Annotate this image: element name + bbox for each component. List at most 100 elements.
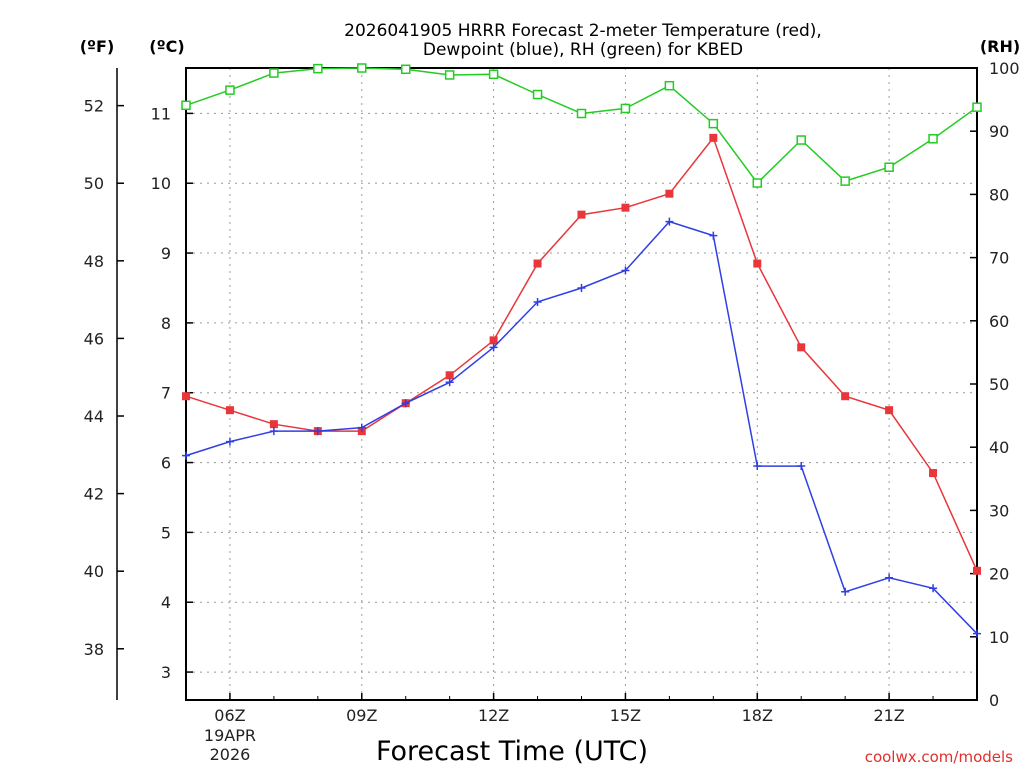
dewpoint-line xyxy=(185,220,978,635)
temperature-point xyxy=(753,259,762,268)
series-layer xyxy=(181,63,982,638)
temperature-point xyxy=(577,210,586,219)
rh-tick-label: 10 xyxy=(989,628,1009,647)
fahrenheit-tick-label: 46 xyxy=(84,329,104,348)
temperature-point xyxy=(269,420,278,429)
temperature-point xyxy=(885,406,894,415)
dewpoint-point xyxy=(709,231,718,240)
fahrenheit-tick-label: 52 xyxy=(84,97,104,116)
x-tick-label: 21Z xyxy=(873,706,904,725)
temperature-point xyxy=(533,259,542,268)
dewpoint-point xyxy=(885,573,894,582)
fahrenheit-unit-label: (ºF) xyxy=(80,37,115,56)
temperature-point xyxy=(797,343,806,352)
rh-point xyxy=(840,176,850,186)
fahrenheit-tick-label: 42 xyxy=(84,485,104,504)
fahrenheit-tick-label: 48 xyxy=(84,252,104,271)
rh-line xyxy=(185,67,978,185)
temperature-point xyxy=(709,133,718,142)
rh-series xyxy=(181,63,982,188)
rh-point xyxy=(269,68,279,78)
rh-tick-label: 30 xyxy=(989,501,1009,520)
dewpoint-point xyxy=(577,283,586,292)
temperature-point xyxy=(225,406,234,415)
celsius-tick-label: 11 xyxy=(151,104,171,123)
x-date-label: 2026 xyxy=(210,745,251,764)
x-tick-label: 15Z xyxy=(610,706,641,725)
rh-point xyxy=(357,63,367,73)
fahrenheit-tick-label: 44 xyxy=(84,407,104,426)
x-axis-label: Forecast Time (UTC) xyxy=(376,736,648,767)
rh-tick-label: 60 xyxy=(989,312,1009,331)
x-tick-label: 12Z xyxy=(478,706,509,725)
temperature-point xyxy=(841,392,850,401)
temperature-point xyxy=(489,336,498,345)
x-tick-label: 09Z xyxy=(346,706,377,725)
temperature-point xyxy=(445,371,454,380)
dewpoint-point xyxy=(489,343,498,352)
fahrenheit-tick-label: 50 xyxy=(84,174,104,193)
dewpoint-point xyxy=(225,437,234,446)
temperature-point xyxy=(973,566,981,575)
celsius-tick-label: 7 xyxy=(161,384,171,403)
x-date-label: 19APR xyxy=(204,726,256,745)
rh-point xyxy=(488,69,499,80)
rh-point xyxy=(796,135,806,145)
dewpoint-point xyxy=(841,587,850,596)
plot-frame xyxy=(185,67,978,701)
rh-point xyxy=(225,85,235,95)
gridlines xyxy=(186,68,977,700)
dewpoint-point xyxy=(313,427,322,436)
celsius-tick-label: 3 xyxy=(161,663,171,682)
temperature-point xyxy=(929,469,938,478)
rh-point xyxy=(181,100,191,111)
rh-point xyxy=(928,134,938,144)
rh-tick-label: 100 xyxy=(989,59,1020,78)
rh-tick-label: 50 xyxy=(989,375,1009,394)
rh-tick-label: 70 xyxy=(989,249,1009,268)
dewpoint-point xyxy=(973,629,981,638)
fahrenheit-tick-label: 40 xyxy=(84,562,104,581)
celsius-tick-label: 4 xyxy=(161,593,171,612)
rh-point xyxy=(576,108,587,119)
dewpoint-point xyxy=(357,423,366,432)
rh-point xyxy=(400,64,411,75)
rh-tick-label: 80 xyxy=(989,185,1009,204)
temperature-point xyxy=(182,392,190,401)
celsius-tick-label: 6 xyxy=(161,454,171,473)
rh-tick-label: 20 xyxy=(989,565,1009,584)
fahrenheit-tick-label: 38 xyxy=(84,640,104,659)
dewpoint-point xyxy=(929,584,938,593)
x-tick-label: 06Z xyxy=(214,706,245,725)
rh-point xyxy=(532,89,543,100)
dewpoint-point xyxy=(401,399,410,408)
dewpoint-point xyxy=(797,462,806,471)
celsius-tick-label: 5 xyxy=(161,523,171,542)
dewpoint-point xyxy=(182,451,190,460)
dewpoint-point xyxy=(445,378,454,387)
rh-tick-label: 40 xyxy=(989,438,1009,457)
temperature-point xyxy=(665,189,674,198)
credit-label: coolwx.com/models xyxy=(865,748,1013,766)
x-tick-label: 18Z xyxy=(742,706,773,725)
dewpoint-point xyxy=(269,427,278,436)
rh-point xyxy=(708,118,719,129)
rh-tick-label: 0 xyxy=(989,691,999,710)
dewpoint-point xyxy=(753,462,762,471)
rh-point xyxy=(444,70,455,80)
temperature-point xyxy=(621,203,630,212)
rh-point xyxy=(884,162,894,172)
rh-point xyxy=(620,103,631,114)
rh-point xyxy=(664,80,675,91)
rh-unit-label: (RH) xyxy=(980,37,1020,56)
temperature-series xyxy=(182,133,981,575)
celsius-tick-label: 8 xyxy=(161,314,171,333)
dewpoint-point xyxy=(533,297,542,306)
dewpoint-point xyxy=(621,266,630,275)
rh-point xyxy=(313,63,323,74)
rh-point xyxy=(752,178,763,188)
temperature-line xyxy=(185,136,978,572)
celsius-unit-label: (ºC) xyxy=(149,37,184,56)
